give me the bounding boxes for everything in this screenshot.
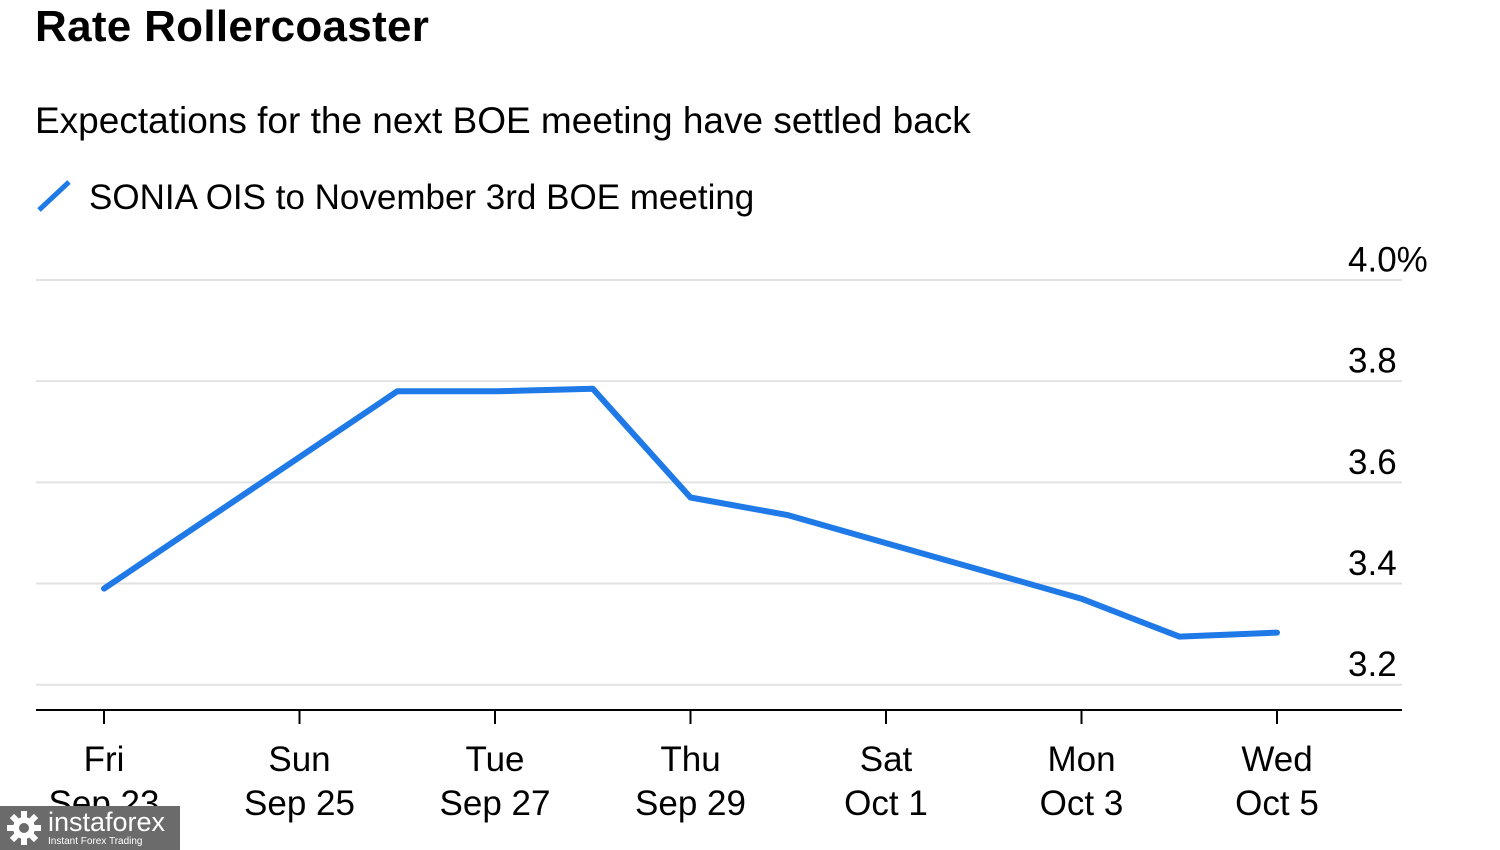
watermark-tagline: Instant Forex Trading <box>48 836 143 847</box>
legend-label: SONIA OIS to November 3rd BOE meeting <box>89 178 755 217</box>
chart-title: Rate Rollercoaster <box>35 2 430 51</box>
chart-subtitle: Expectations for the next BOE meeting ha… <box>35 100 971 141</box>
x-tick-label-date: Oct 1 <box>844 784 928 823</box>
legend: SONIA OIS to November 3rd BOE meeting <box>35 178 754 218</box>
x-axis <box>36 709 1402 724</box>
x-tick-label-date: Sep 27 <box>440 784 551 823</box>
x-tick-label-date: Oct 5 <box>1235 784 1319 823</box>
watermark: instaforex Instant Forex Trading <box>0 806 180 850</box>
legend-line-icon <box>37 180 71 212</box>
watermark-brand: instaforex <box>48 807 166 837</box>
x-tick-label-date: Oct 3 <box>1040 784 1124 823</box>
x-tick-label-day: Tue <box>465 740 524 779</box>
x-tick-label-day: Thu <box>660 740 720 779</box>
gear-logo-icon <box>7 811 41 845</box>
y-tick-label: 3.2 <box>1348 645 1397 684</box>
x-tick-label-date: Sep 25 <box>244 784 355 823</box>
y-tick-label: 3.8 <box>1348 342 1397 381</box>
y-tick-label: 3.6 <box>1348 443 1397 482</box>
x-tick-label-day: Sun <box>268 740 330 779</box>
series-line <box>101 385 1280 640</box>
x-tick-label-day: Sat <box>860 740 913 779</box>
series <box>101 385 1280 640</box>
y-tick-label: 4.0% <box>1348 241 1428 280</box>
x-tick-label-day: Mon <box>1047 740 1115 779</box>
y-axis-labels: 3.2 3.4 3.6 3.8 4.0% <box>1348 241 1428 685</box>
x-tick-label-date: Sep 29 <box>635 784 746 823</box>
y-tick-label: 3.4 <box>1348 544 1397 583</box>
x-tick-label-day: Fri <box>84 740 125 779</box>
x-tick-label-day: Wed <box>1241 740 1312 779</box>
gridlines <box>36 279 1402 686</box>
